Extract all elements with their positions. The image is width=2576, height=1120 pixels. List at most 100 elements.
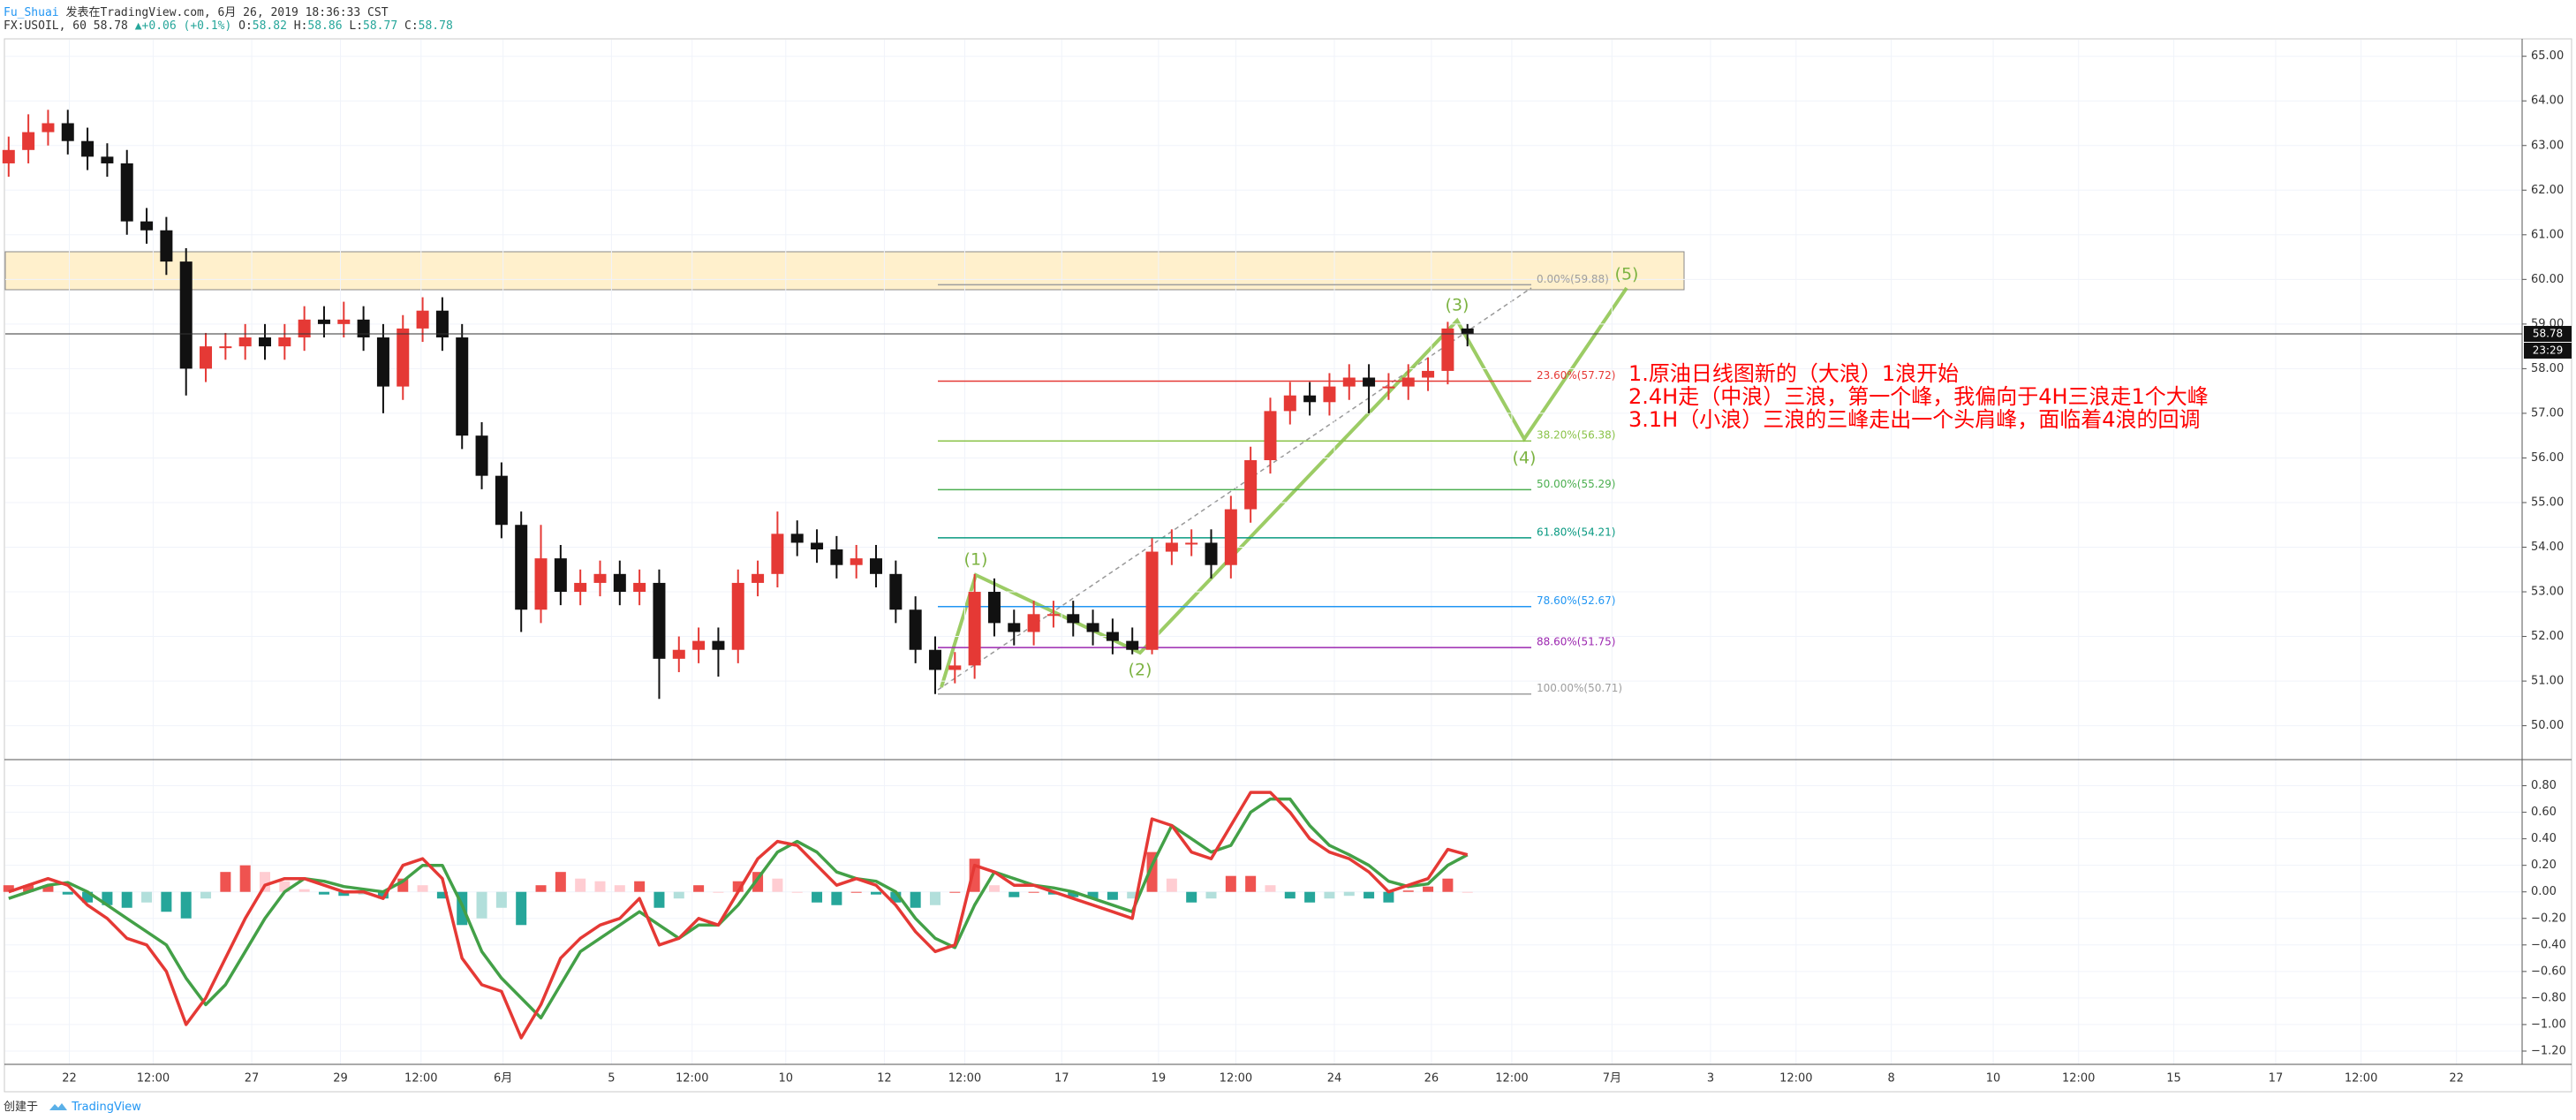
- x-tick-label: 8: [1888, 1072, 1895, 1086]
- histogram-bar: [1402, 890, 1414, 892]
- candle-body: [1165, 542, 1178, 552]
- histogram-bar: [1107, 891, 1118, 900]
- candle-body: [397, 328, 410, 387]
- candle-body: [179, 261, 193, 369]
- histogram-bar: [436, 891, 448, 899]
- candle-body: [870, 558, 883, 574]
- x-tick-label: 26: [1424, 1072, 1439, 1086]
- histogram-bar: [1442, 878, 1454, 892]
- candle-body: [219, 346, 232, 349]
- last-price-label: 58.78: [2533, 327, 2563, 339]
- histogram-bar: [220, 872, 231, 892]
- y-tick-label: 51.00: [2531, 675, 2564, 688]
- high-value: 58.86: [307, 19, 343, 33]
- histogram-bar: [910, 891, 921, 908]
- close-value: 58.78: [418, 19, 453, 33]
- candle-body: [1461, 328, 1474, 334]
- y-tick-label: 65.00: [2531, 49, 2564, 63]
- y-tick-label: −0.60: [2531, 965, 2566, 978]
- plot-layer: 22 12:00 27 29 12:00 6月 5 12:00 10 12 12:00 17 19 12:…: [2, 39, 2572, 1086]
- y-tick-label: 52.00: [2531, 630, 2564, 643]
- candle-body: [554, 558, 567, 593]
- candle-body: [278, 337, 291, 347]
- candle-body: [357, 319, 370, 338]
- y-tick-label: 61.00: [2531, 228, 2564, 241]
- brand[interactable]: TradingView: [72, 1101, 141, 1114]
- y-tick-label: 0.40: [2531, 832, 2557, 845]
- wave-label: (1): [964, 550, 988, 570]
- candle-body: [1303, 395, 1317, 403]
- candle-body: [200, 346, 213, 369]
- histogram-bar: [417, 885, 428, 892]
- x-tick-label: 3: [1707, 1072, 1714, 1086]
- candle-body: [1363, 377, 1376, 387]
- histogram-bar: [23, 885, 34, 892]
- y-tick-label: 0.60: [2531, 806, 2557, 819]
- candle-body: [1342, 377, 1356, 387]
- x-tick-label: 17: [2269, 1072, 2284, 1086]
- candle-body: [731, 582, 744, 650]
- y-tick-label: −0.40: [2531, 938, 2566, 951]
- y-tick-label: 57.00: [2531, 406, 2564, 420]
- candle-body: [1323, 386, 1336, 403]
- x-tick-label: 12:00: [1779, 1072, 1812, 1086]
- histogram-bar: [673, 891, 684, 899]
- header-line-1: Fu_Shuai 发表在TradingView.com, 6月 26, 2019…: [4, 3, 389, 19]
- candle-body: [376, 337, 389, 387]
- histogram-bar: [1423, 886, 1434, 892]
- wave-label: (2): [1129, 661, 1152, 680]
- histogram-bar: [3, 885, 14, 892]
- y-tick-label: 56.00: [2531, 451, 2564, 465]
- histogram-bar: [298, 889, 310, 892]
- candle-body: [140, 221, 154, 231]
- histogram-bar: [1364, 891, 1375, 899]
- histogram-bar: [1245, 875, 1257, 892]
- x-tick-label: 7月: [1603, 1072, 1621, 1086]
- y-tick-label: 0.80: [2531, 779, 2557, 792]
- brand-logo: [49, 1103, 68, 1110]
- x-tick-label: 5: [608, 1072, 615, 1086]
- fib-label: 0.00%(59.88): [1537, 273, 1609, 285]
- wave-label: (5): [1615, 265, 1639, 284]
- candle-body: [850, 558, 863, 565]
- y-tick-label: 55.00: [2531, 496, 2564, 509]
- annotation: 1.原油日线图新的（大浪）1浪开始: [1628, 361, 1959, 386]
- candle-body: [416, 310, 429, 329]
- open-value: 58.82: [252, 19, 287, 33]
- candle-body: [1126, 640, 1139, 650]
- histogram-bar: [1068, 891, 1079, 897]
- candle-body: [633, 582, 646, 593]
- y-tick-label: −0.20: [2531, 912, 2566, 925]
- resistance-zone: [4, 251, 1685, 291]
- candle-body: [830, 549, 843, 565]
- candle-body: [613, 573, 626, 593]
- wave-label: (4): [1513, 449, 1537, 468]
- candle-body: [1205, 542, 1218, 565]
- y-tick-label: 64.00: [2531, 95, 2564, 108]
- open-label: O:: [238, 19, 253, 33]
- candle-body: [1027, 614, 1040, 632]
- fib-label: 78.60%(52.67): [1537, 594, 1615, 607]
- histogram-bar: [141, 891, 153, 903]
- candle-body: [238, 337, 252, 347]
- x-tick-label: 12:00: [676, 1072, 708, 1086]
- header-line-2: FX:USOIL, 60 58.78 ▲+0.06 (+0.1%) O:58.8…: [4, 19, 453, 33]
- histogram-bar: [516, 891, 527, 926]
- candle-body: [435, 310, 449, 338]
- x-tick-label: 12:00: [137, 1072, 170, 1086]
- y-tick-label: 58.00: [2531, 362, 2564, 375]
- y-tick-label: 62.00: [2531, 184, 2564, 197]
- x-tick-label: 12:00: [1495, 1072, 1528, 1086]
- x-tick-label: 12:00: [2345, 1072, 2377, 1086]
- histogram-bar: [850, 891, 862, 893]
- candle-body: [909, 609, 922, 650]
- x-tick-label: 12: [877, 1072, 892, 1086]
- candle-body: [1264, 411, 1277, 460]
- wave-label: (3): [1446, 296, 1469, 315]
- candle-body: [593, 573, 607, 583]
- candle-body: [672, 649, 685, 659]
- histogram-bar: [1324, 891, 1335, 899]
- candle-body: [456, 337, 469, 436]
- candle-body: [1067, 614, 1080, 624]
